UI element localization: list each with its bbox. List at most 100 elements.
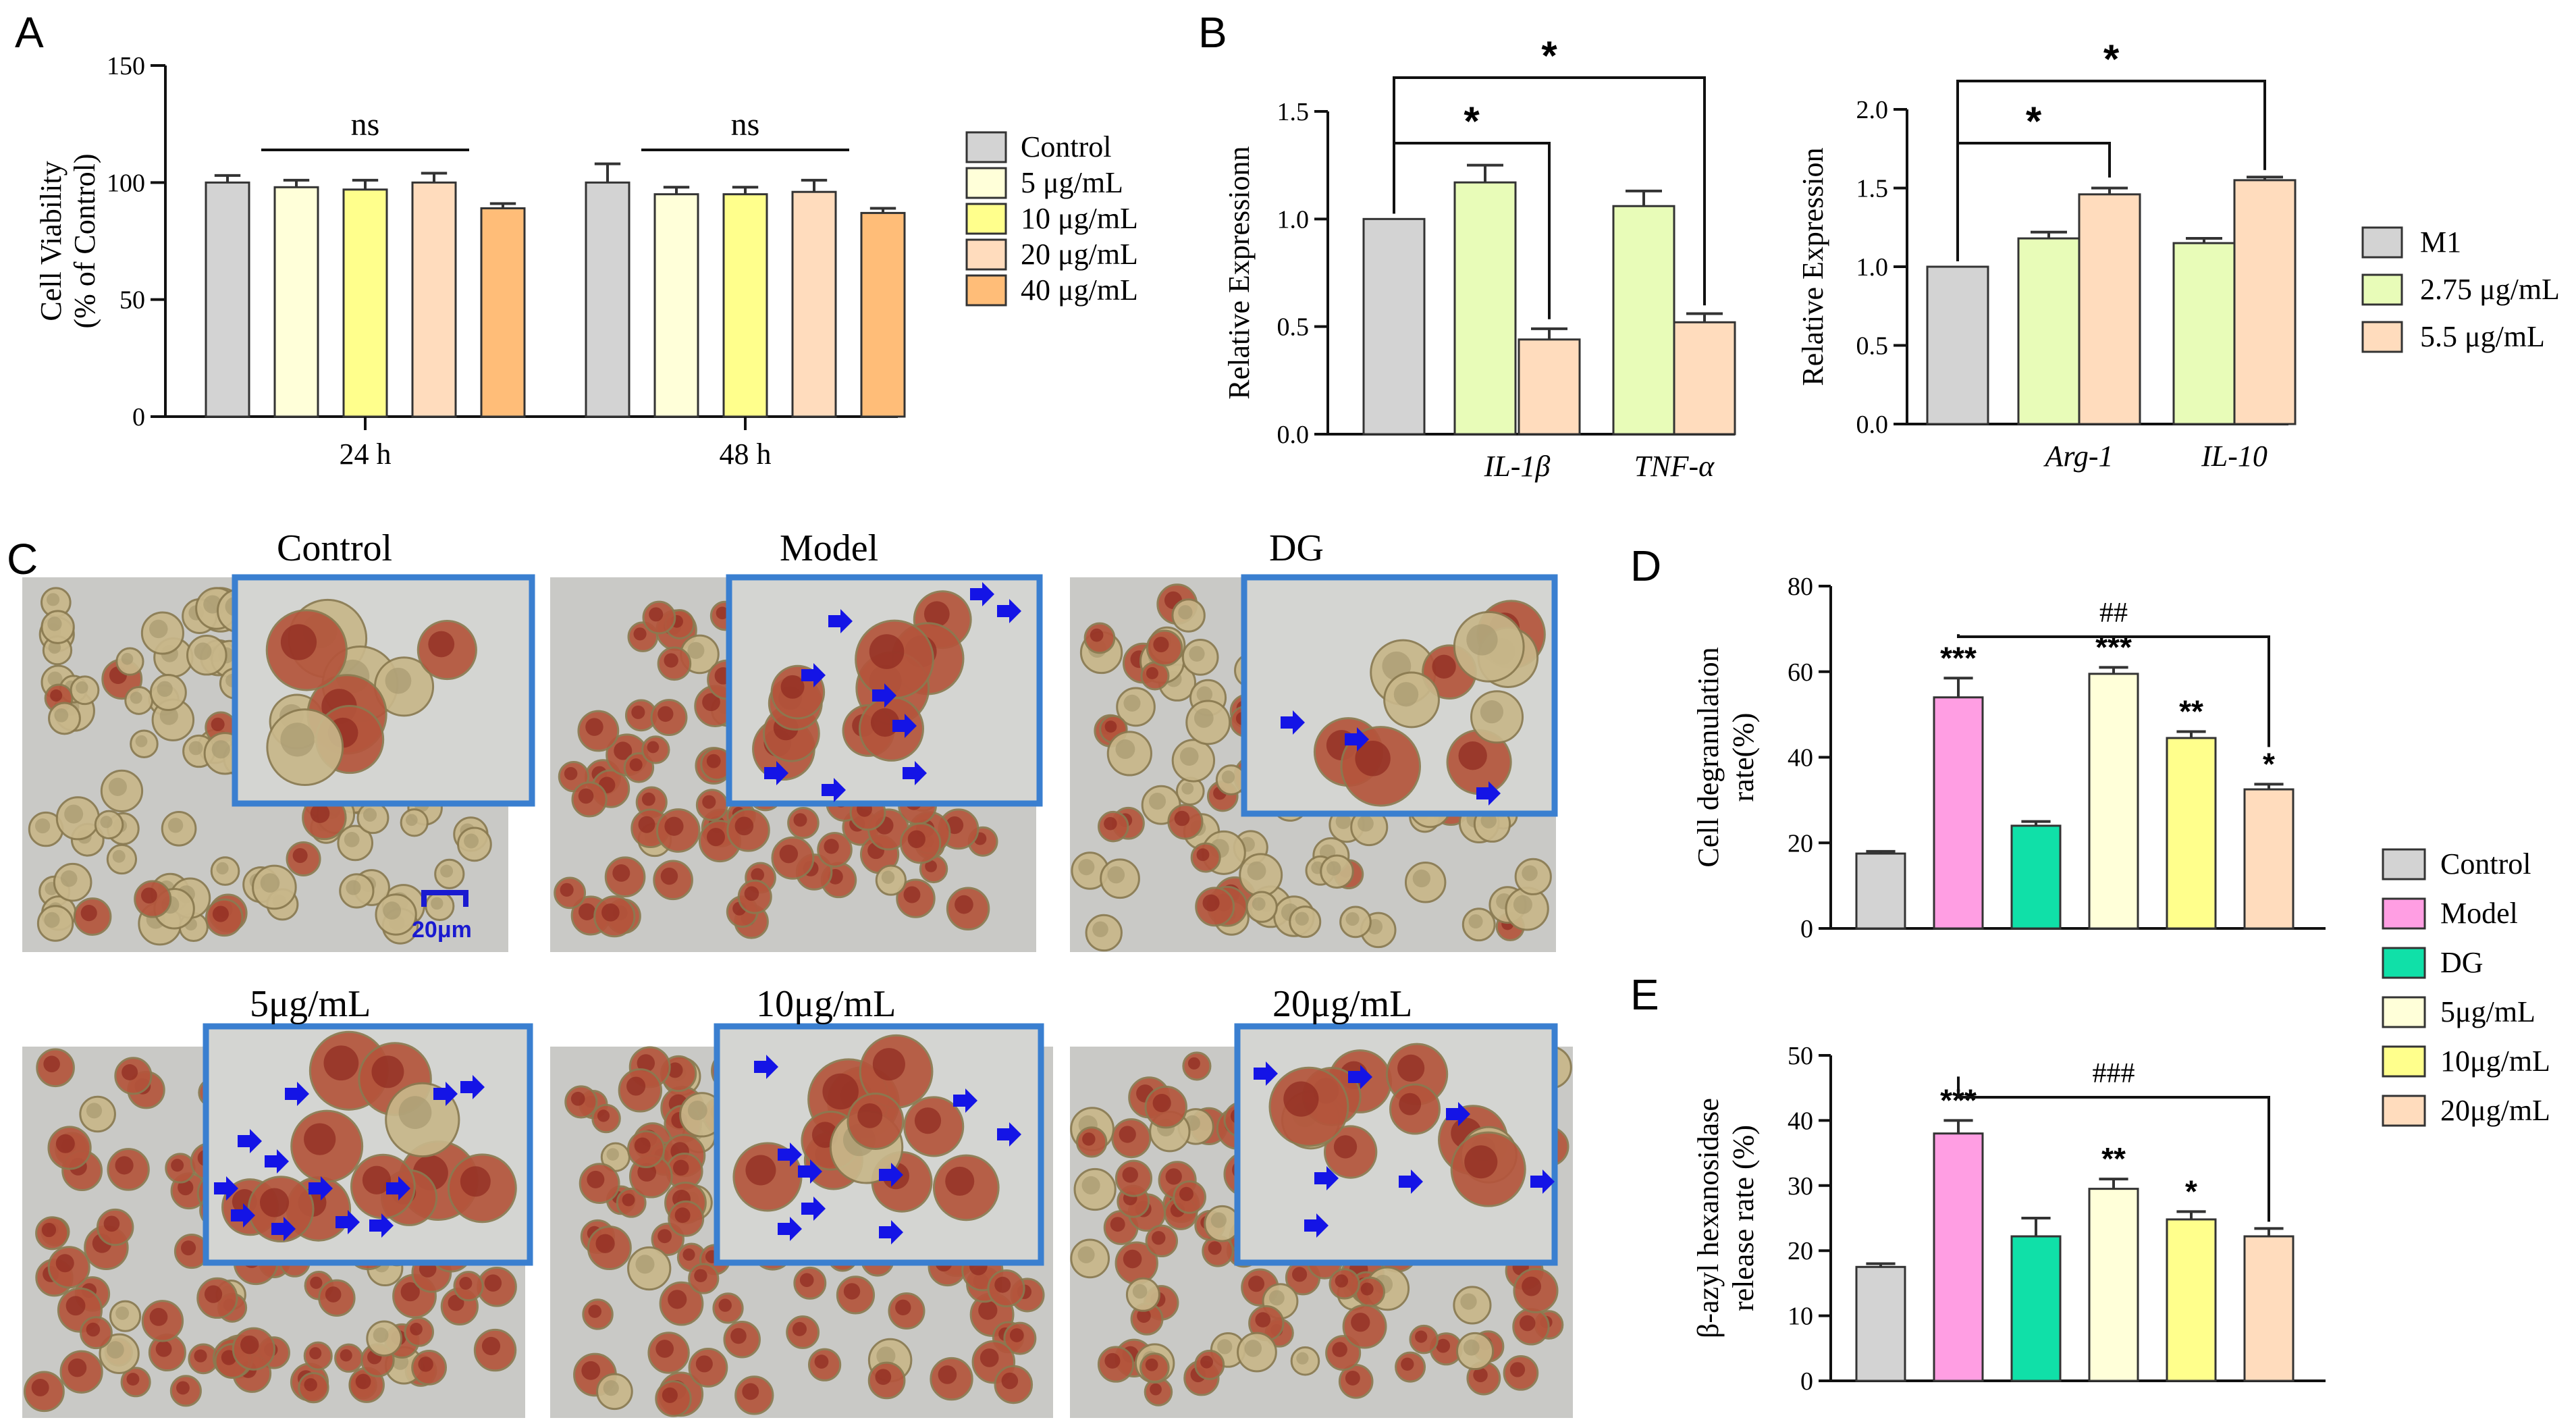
cell-core: [814, 1355, 829, 1369]
bar-1: [653, 193, 699, 418]
cell-core: [1137, 1309, 1151, 1323]
cell-core: [938, 1365, 957, 1384]
bar-4: [2233, 179, 2297, 425]
cell-core: [1399, 1093, 1422, 1115]
legend-label: 5μg/mL: [2440, 995, 2535, 1028]
significance-star: **: [2101, 1141, 2126, 1176]
y-tick-label: 2.0: [1856, 96, 1889, 124]
arrow-icon: [879, 1163, 903, 1187]
cell-core: [1178, 605, 1193, 620]
cell-core: [1326, 861, 1341, 876]
cell-core: [1513, 895, 1532, 914]
cell-core: [876, 1346, 896, 1366]
cell-core: [112, 849, 126, 863]
bar-4: [480, 207, 526, 418]
bar-4: [1673, 321, 1736, 436]
cell-core: [945, 1166, 975, 1196]
cell-core: [178, 1179, 194, 1196]
cell-core: [647, 741, 660, 754]
arrow-icon: [1304, 1213, 1329, 1238]
y-tick-label: 1.5: [1856, 175, 1889, 203]
arrow-icon: [265, 1149, 289, 1174]
cell-core: [641, 792, 655, 806]
cell-core: [1110, 1217, 1125, 1232]
arrow-icon: [238, 1129, 262, 1153]
cell-core: [872, 1048, 905, 1081]
cell-core: [1189, 646, 1205, 662]
bar-1: [273, 186, 319, 418]
cell-core: [115, 1156, 134, 1175]
cell-core: [55, 1134, 75, 1153]
significance-bracket: [1956, 80, 2266, 261]
cell-core: [1123, 1249, 1142, 1269]
cell-core: [484, 1274, 502, 1292]
cell-core: [1104, 816, 1117, 831]
cell-core: [194, 1349, 207, 1363]
bar-2: [342, 188, 388, 418]
legend-swatch: [2382, 897, 2426, 930]
cell-core: [1210, 1212, 1227, 1228]
cell-core: [460, 1166, 491, 1197]
legend-swatch: [965, 167, 1007, 199]
cell-core: [716, 606, 729, 620]
cell-core: [1345, 1370, 1360, 1386]
bar-4: [2166, 1218, 2217, 1382]
cell-core: [1150, 1383, 1162, 1396]
cell-core: [923, 601, 950, 627]
cell-core: [780, 675, 805, 699]
arrow-icon: [1530, 1169, 1555, 1194]
legend-swatch: [2382, 947, 2426, 979]
cell-core: [54, 708, 69, 722]
cell-core: [1432, 654, 1456, 679]
cell-core: [1248, 1276, 1265, 1292]
ns-label: ns: [731, 107, 760, 142]
chart-b-antiinflammatory: 0.0 0.5 1.0 1.5 2.0 Relative Expression Arg-1 I…: [1796, 36, 2560, 473]
cell-core: [914, 1107, 942, 1134]
cell-core: [1252, 897, 1266, 911]
arrow-icon: [386, 1176, 410, 1201]
cell-core: [310, 1276, 323, 1289]
cell-core: [47, 616, 62, 631]
cell-core: [597, 1109, 610, 1122]
cell-core: [1196, 848, 1210, 862]
cell-core: [155, 1340, 172, 1357]
cell-core: [658, 1229, 672, 1244]
bar-1: [2017, 237, 2081, 425]
cell-core: [1519, 1315, 1536, 1332]
cell-core: [622, 1193, 635, 1207]
y-tick-label: 0.5: [1856, 332, 1889, 361]
cell-core: [895, 1299, 911, 1316]
cell-core: [405, 814, 418, 826]
cell-core: [1345, 912, 1360, 926]
cell-core: [1123, 694, 1141, 712]
cell-core: [1174, 810, 1190, 826]
cell-core: [43, 1055, 60, 1073]
bar-3: [1612, 205, 1675, 436]
cell-core: [1360, 1282, 1374, 1296]
bar-4: [2166, 737, 2217, 930]
cell-core: [1480, 700, 1504, 724]
cell-core: [637, 1054, 655, 1072]
cell-core: [955, 895, 973, 914]
cell-core: [1247, 861, 1266, 880]
x-group-label: IL-1β: [1484, 450, 1551, 483]
cell-core: [881, 870, 895, 884]
arrow-icon: [822, 778, 846, 802]
cell-core: [211, 717, 225, 731]
cell-core: [1153, 637, 1169, 653]
cell-core: [86, 1103, 103, 1119]
y-tick-label: 30: [1788, 1172, 1813, 1201]
cell-core: [730, 1327, 747, 1344]
significance-star: *: [2185, 1174, 2197, 1209]
cell-core: [638, 816, 655, 833]
cell-core: [80, 905, 97, 922]
cell-core: [216, 862, 229, 875]
cell-core: [742, 1383, 759, 1400]
cell-core: [340, 1349, 352, 1362]
cell-core: [843, 1283, 861, 1300]
bar-2: [2078, 193, 2141, 425]
cell-core: [1148, 793, 1166, 810]
ns-label: ns: [351, 107, 380, 142]
bar-0: [585, 181, 630, 418]
cell-core: [1509, 1362, 1526, 1377]
